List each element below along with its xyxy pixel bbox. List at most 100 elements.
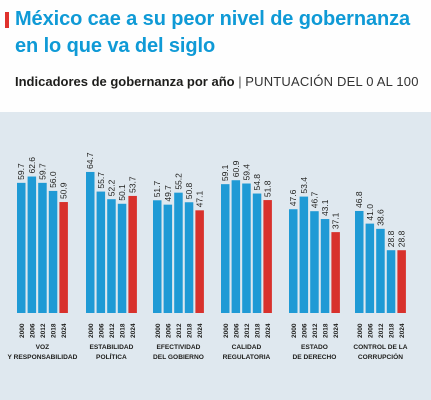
value-label: 46.8 xyxy=(354,191,364,208)
year-tick-label: 2006 xyxy=(29,323,36,338)
category-label: CALIDAD xyxy=(232,344,262,351)
value-label: 47.6 xyxy=(288,189,298,206)
year-tick-label: 2012 xyxy=(109,323,116,338)
year-tick-label: 2000 xyxy=(291,323,298,338)
bar xyxy=(231,180,241,313)
year-tick-label: 2006 xyxy=(301,323,308,338)
chart-title: México cae a su peor nivel de gobernanza… xyxy=(15,8,411,57)
value-label: 53.4 xyxy=(299,177,309,194)
value-label: 46.7 xyxy=(309,191,319,208)
year-tick-label: 2000 xyxy=(19,323,26,338)
accent-bar xyxy=(5,12,9,28)
value-label: 50.1 xyxy=(117,184,127,201)
value-label: 59.4 xyxy=(241,164,251,181)
bar xyxy=(107,199,116,313)
bar xyxy=(48,190,58,313)
value-label: 59.7 xyxy=(37,163,47,180)
chart-subtitle: Indicadores de gobernanza por año | PUNT… xyxy=(15,72,420,91)
value-label: 56.0 xyxy=(48,171,58,188)
category-label: ESTABILIDAD xyxy=(90,344,134,351)
value-label: 37.1 xyxy=(331,212,341,229)
year-tick-label: 2024 xyxy=(197,323,204,338)
year-tick-label: 2018 xyxy=(120,323,127,338)
year-tick-label: 2000 xyxy=(88,323,95,338)
year-tick-label: 2012 xyxy=(40,323,47,338)
value-label: 28.8 xyxy=(397,230,407,247)
bar xyxy=(386,250,396,313)
subtitle-separator: | xyxy=(238,74,242,89)
value-label: 51.7 xyxy=(152,180,162,197)
bar xyxy=(184,202,194,313)
category-label: REGULATORIA xyxy=(223,354,271,361)
value-label: 62.6 xyxy=(27,157,37,174)
bar xyxy=(128,195,137,313)
value-label: 59.1 xyxy=(220,164,230,181)
year-tick-label: 2018 xyxy=(255,323,262,338)
value-label: 54.8 xyxy=(252,174,262,191)
value-label: 43.1 xyxy=(320,199,330,216)
year-tick-label: 2018 xyxy=(389,323,396,338)
value-label: 60.9 xyxy=(231,160,241,177)
year-tick-label: 2006 xyxy=(165,323,172,338)
value-label: 28.8 xyxy=(386,230,396,247)
category-label: Y RESPONSABILIDAD xyxy=(8,354,78,361)
year-tick-label: 2024 xyxy=(265,323,272,338)
bar xyxy=(289,209,298,313)
year-tick-label: 2006 xyxy=(367,323,374,338)
category-label: EFECTIVIDAD xyxy=(156,344,200,351)
year-tick-label: 2024 xyxy=(399,323,406,338)
category-label: POLÍTICA xyxy=(96,352,127,361)
year-tick-label: 2018 xyxy=(51,323,58,338)
value-label: 59.7 xyxy=(16,163,26,180)
value-label: 55.2 xyxy=(173,173,183,190)
bar xyxy=(59,202,68,313)
year-tick-label: 2024 xyxy=(61,323,68,338)
value-label: 55.7 xyxy=(96,172,106,189)
category-label: DEL GOBIERNO xyxy=(153,354,204,361)
category-label: ESTADO xyxy=(301,344,328,351)
bar xyxy=(320,219,330,313)
bar xyxy=(153,200,162,313)
year-tick-label: 2000 xyxy=(155,323,162,338)
bar xyxy=(376,228,385,313)
year-tick-label: 2000 xyxy=(223,323,230,338)
chart-area: 59.7 2000 62.6 2006 59.7 2012 56.0 2018 50.9 2024… xyxy=(0,112,431,400)
bar-chart: 59.7 2000 62.6 2006 59.7 2012 56.0 2018 50.9 2024… xyxy=(8,152,408,361)
year-tick-label: 2018 xyxy=(187,323,194,338)
value-label: 38.6 xyxy=(375,209,385,226)
year-tick-label: 2012 xyxy=(378,323,385,338)
bar xyxy=(86,171,95,313)
year-tick-label: 2024 xyxy=(333,323,340,338)
value-label: 64.7 xyxy=(85,152,95,169)
bar xyxy=(365,223,375,313)
value-label: 49.7 xyxy=(163,185,173,202)
bar xyxy=(310,211,319,313)
year-tick-label: 2006 xyxy=(233,323,240,338)
year-tick-label: 2012 xyxy=(312,323,319,338)
bar xyxy=(96,191,106,313)
value-label: 53.7 xyxy=(128,176,138,193)
value-label: 51.8 xyxy=(263,180,273,197)
bar xyxy=(38,182,47,313)
value-label: 47.1 xyxy=(195,191,205,208)
bar xyxy=(263,200,272,313)
bar xyxy=(355,210,364,313)
bar xyxy=(163,204,173,313)
year-tick-label: 2006 xyxy=(98,323,105,338)
year-tick-label: 2012 xyxy=(244,323,251,338)
bar xyxy=(299,196,309,313)
bar xyxy=(195,210,204,313)
bar xyxy=(174,192,183,313)
year-tick-label: 2024 xyxy=(130,323,137,338)
subtitle-unit: PUNTUACIÓN DEL 0 AL 100 xyxy=(245,74,419,89)
category-label: CORRUPCIÓN xyxy=(358,352,403,361)
bar xyxy=(252,193,262,313)
year-tick-label: 2018 xyxy=(323,323,330,338)
bar xyxy=(17,182,26,313)
bar xyxy=(242,183,251,313)
value-label: 52.2 xyxy=(106,179,116,196)
value-label: 50.8 xyxy=(184,182,194,199)
category-label: CONTROL DE LA xyxy=(353,344,407,351)
year-tick-label: 2012 xyxy=(176,323,183,338)
bar xyxy=(27,176,37,313)
